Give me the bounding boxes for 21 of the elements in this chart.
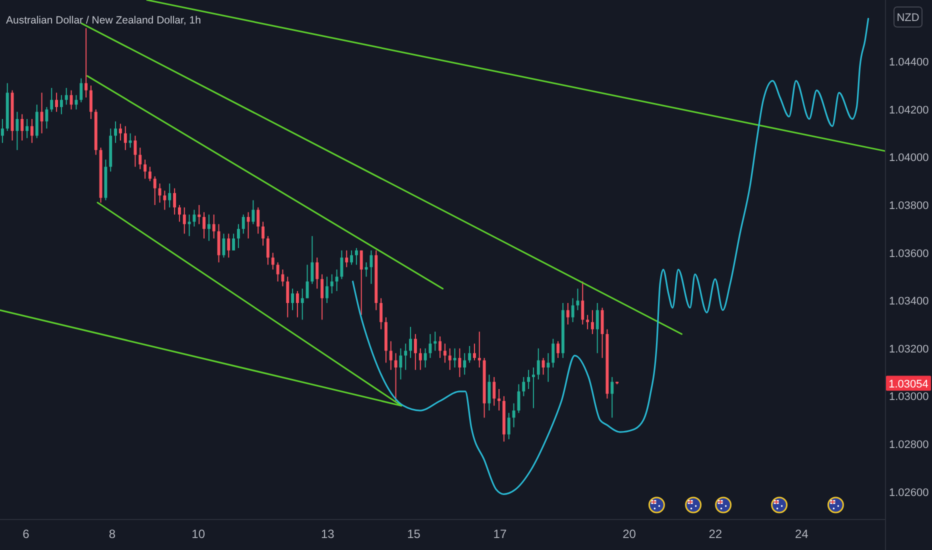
- x-tick-label: 17: [493, 527, 507, 541]
- x-tick-label: 20: [622, 527, 636, 541]
- y-tick-label: 1.03800: [889, 200, 929, 212]
- y-tick-label: 1.02600: [889, 486, 929, 499]
- y-tick-label: 1.02800: [889, 438, 929, 451]
- y-tick-label: 1.04400: [889, 56, 929, 69]
- x-tick-label: 8: [108, 527, 116, 541]
- x-tick-label: 15: [407, 527, 421, 541]
- text: Australian Dollar / New Zealand Dollar, 1h: [6, 14, 202, 26]
- y-tick-label: 1.04000: [889, 152, 929, 164]
- y-tick-label: 1.03400: [889, 296, 929, 308]
- x-tick-label: 22: [708, 527, 722, 541]
- y-tick-label: 1.03600: [889, 248, 929, 260]
- x-tick-label: 13: [320, 527, 335, 541]
- y-tick-label: 1.03000: [889, 391, 929, 404]
- x-tick-label: 24: [794, 527, 809, 541]
- y-tick-label: 1.03200: [889, 343, 929, 356]
- x-tick-label: 10: [192, 527, 206, 541]
- y-axis-title: NZD: [896, 12, 920, 24]
- x-tick-label: 6: [22, 527, 30, 541]
- y-tick-label: 1.04200: [889, 104, 929, 116]
